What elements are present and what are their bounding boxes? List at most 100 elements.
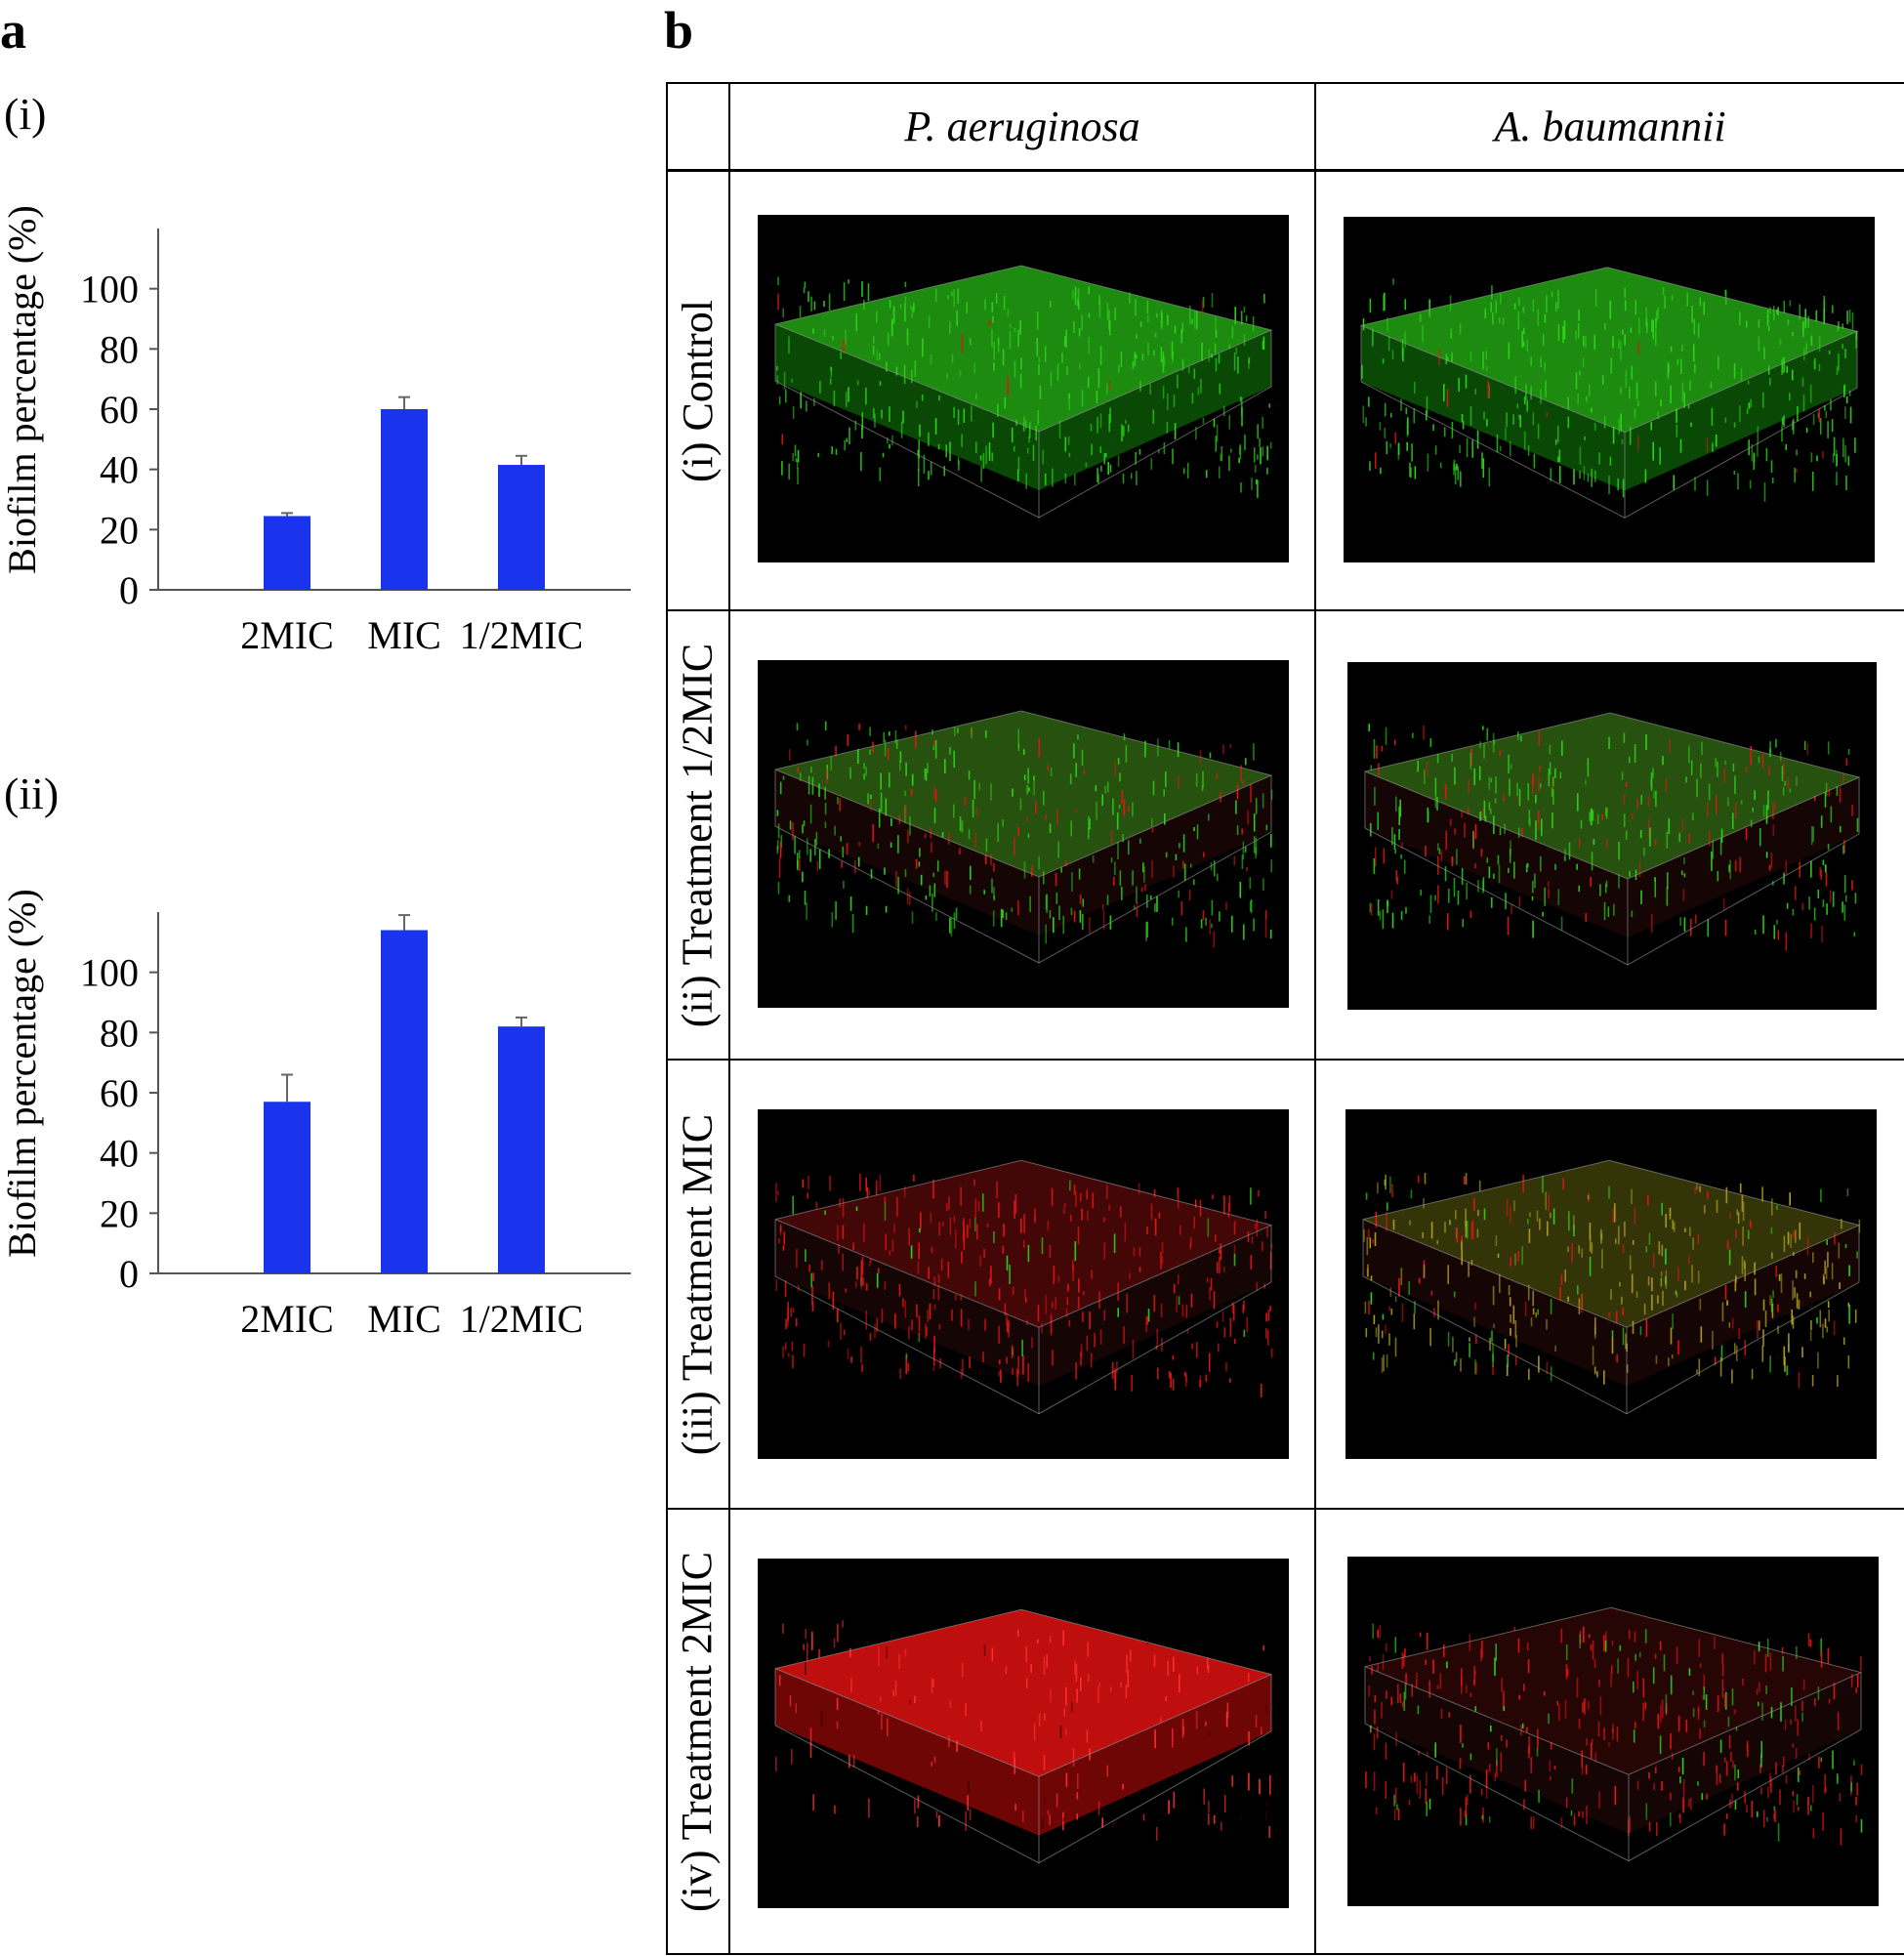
cell-speck — [1132, 802, 1134, 817]
cell-speck — [1637, 317, 1640, 335]
cell-speck — [1634, 1631, 1636, 1643]
cell-speck — [986, 1223, 989, 1228]
cell-speck — [1764, 1654, 1767, 1673]
cell-speck — [1775, 1762, 1777, 1775]
cell-speck — [1806, 1236, 1809, 1256]
cell-speck — [1853, 932, 1856, 937]
cell-speck — [1172, 448, 1174, 465]
cell-speck — [1576, 863, 1578, 870]
cell-speck — [1265, 1312, 1267, 1322]
cell-speck — [1129, 292, 1131, 305]
cell-speck — [983, 1248, 985, 1259]
cell-speck — [1807, 315, 1809, 328]
cell-speck — [1377, 898, 1380, 916]
cell-speck — [1598, 1791, 1600, 1810]
cell-speck — [1828, 350, 1831, 355]
cell-speck — [1823, 300, 1826, 308]
cell-speck — [1694, 1186, 1697, 1194]
cell-speck — [1154, 332, 1157, 338]
cell-speck — [1218, 354, 1221, 364]
cell-speck — [1469, 352, 1472, 362]
cell-speck — [1425, 1788, 1428, 1805]
cell-speck — [1692, 1237, 1694, 1250]
cell-speck — [910, 305, 912, 311]
cell-speck — [1798, 1372, 1801, 1389]
cell-speck — [869, 727, 871, 736]
cell-speck — [1591, 1738, 1594, 1745]
cell-speck — [1114, 1368, 1116, 1383]
cell-speck — [1685, 1720, 1688, 1732]
cell-speck — [957, 288, 960, 304]
cell-speck — [1814, 1697, 1816, 1707]
cell-speck — [1823, 308, 1825, 324]
cell-speck — [1542, 334, 1545, 347]
cell-speck — [1394, 1296, 1397, 1303]
biofilm-surface — [1363, 1160, 1859, 1328]
cell-speck — [1248, 357, 1251, 364]
cell-speck — [845, 392, 848, 407]
cell-speck — [1782, 1655, 1784, 1672]
cell-speck — [1201, 785, 1204, 792]
cell-speck — [1846, 1188, 1849, 1196]
cell-speck — [1397, 1684, 1399, 1704]
cell-speck — [1055, 1297, 1056, 1310]
cell-speck — [905, 762, 907, 776]
cell-speck — [1219, 911, 1221, 922]
cell-speck — [778, 1675, 781, 1686]
cell-speck — [1050, 768, 1053, 777]
cell-speck — [797, 767, 800, 773]
cell-speck — [1049, 823, 1052, 833]
cell-speck — [1724, 1757, 1726, 1763]
cell-speck — [1436, 1766, 1438, 1780]
cell-speck — [1779, 752, 1782, 761]
cell-speck — [1372, 328, 1374, 347]
cell-speck — [1619, 1281, 1621, 1287]
cell-speck — [1630, 327, 1633, 333]
cell-speck — [776, 810, 779, 816]
cell-speck — [1734, 1800, 1737, 1810]
cell-speck — [1461, 1235, 1463, 1242]
cell-speck — [807, 1643, 808, 1662]
cell-speck — [1629, 427, 1632, 445]
cell-speck — [1385, 1780, 1387, 1800]
cell-speck — [1600, 1228, 1602, 1244]
cell-speck — [1565, 1644, 1568, 1660]
cell-speck — [1617, 478, 1619, 491]
cell-speck — [1454, 767, 1456, 785]
cell-speck — [1168, 1800, 1170, 1814]
cell-speck — [947, 295, 949, 300]
cell-speck — [1056, 809, 1058, 825]
cell-speck — [1114, 861, 1116, 876]
cell-speck — [1654, 877, 1656, 882]
cell-speck — [1655, 1355, 1658, 1364]
cell-speck — [1182, 860, 1184, 869]
row-label-half-mic: (ii) Treatment 1/2MIC — [666, 611, 728, 1059]
cell-speck — [1430, 1222, 1433, 1239]
cell-speck — [991, 302, 994, 312]
cell-speck — [904, 303, 906, 322]
cell-speck — [1622, 1244, 1625, 1254]
cell-speck — [1156, 895, 1158, 912]
cell-speck — [904, 790, 906, 797]
cell-speck — [1390, 1309, 1393, 1315]
cell-speck — [1243, 924, 1245, 940]
cell-speck — [868, 1798, 870, 1818]
cell-speck — [1234, 307, 1236, 325]
cell-speck — [1031, 865, 1033, 877]
cell-speck — [1620, 413, 1622, 432]
y-tick-label: 60 — [100, 1071, 139, 1115]
cell-speck — [1000, 908, 1003, 928]
cell-speck — [1846, 311, 1848, 324]
cell-speck — [802, 824, 804, 834]
cell-speck — [1439, 1673, 1442, 1689]
cell-speck — [1539, 855, 1542, 872]
cell-speck — [993, 862, 995, 872]
cell-speck — [1532, 1816, 1535, 1829]
cell-speck — [1510, 1313, 1511, 1323]
cell-speck — [1594, 1751, 1597, 1763]
cell-speck — [990, 783, 992, 801]
cell-speck — [1456, 463, 1458, 471]
cell-speck — [1508, 754, 1510, 773]
cell-speck — [1469, 752, 1472, 770]
